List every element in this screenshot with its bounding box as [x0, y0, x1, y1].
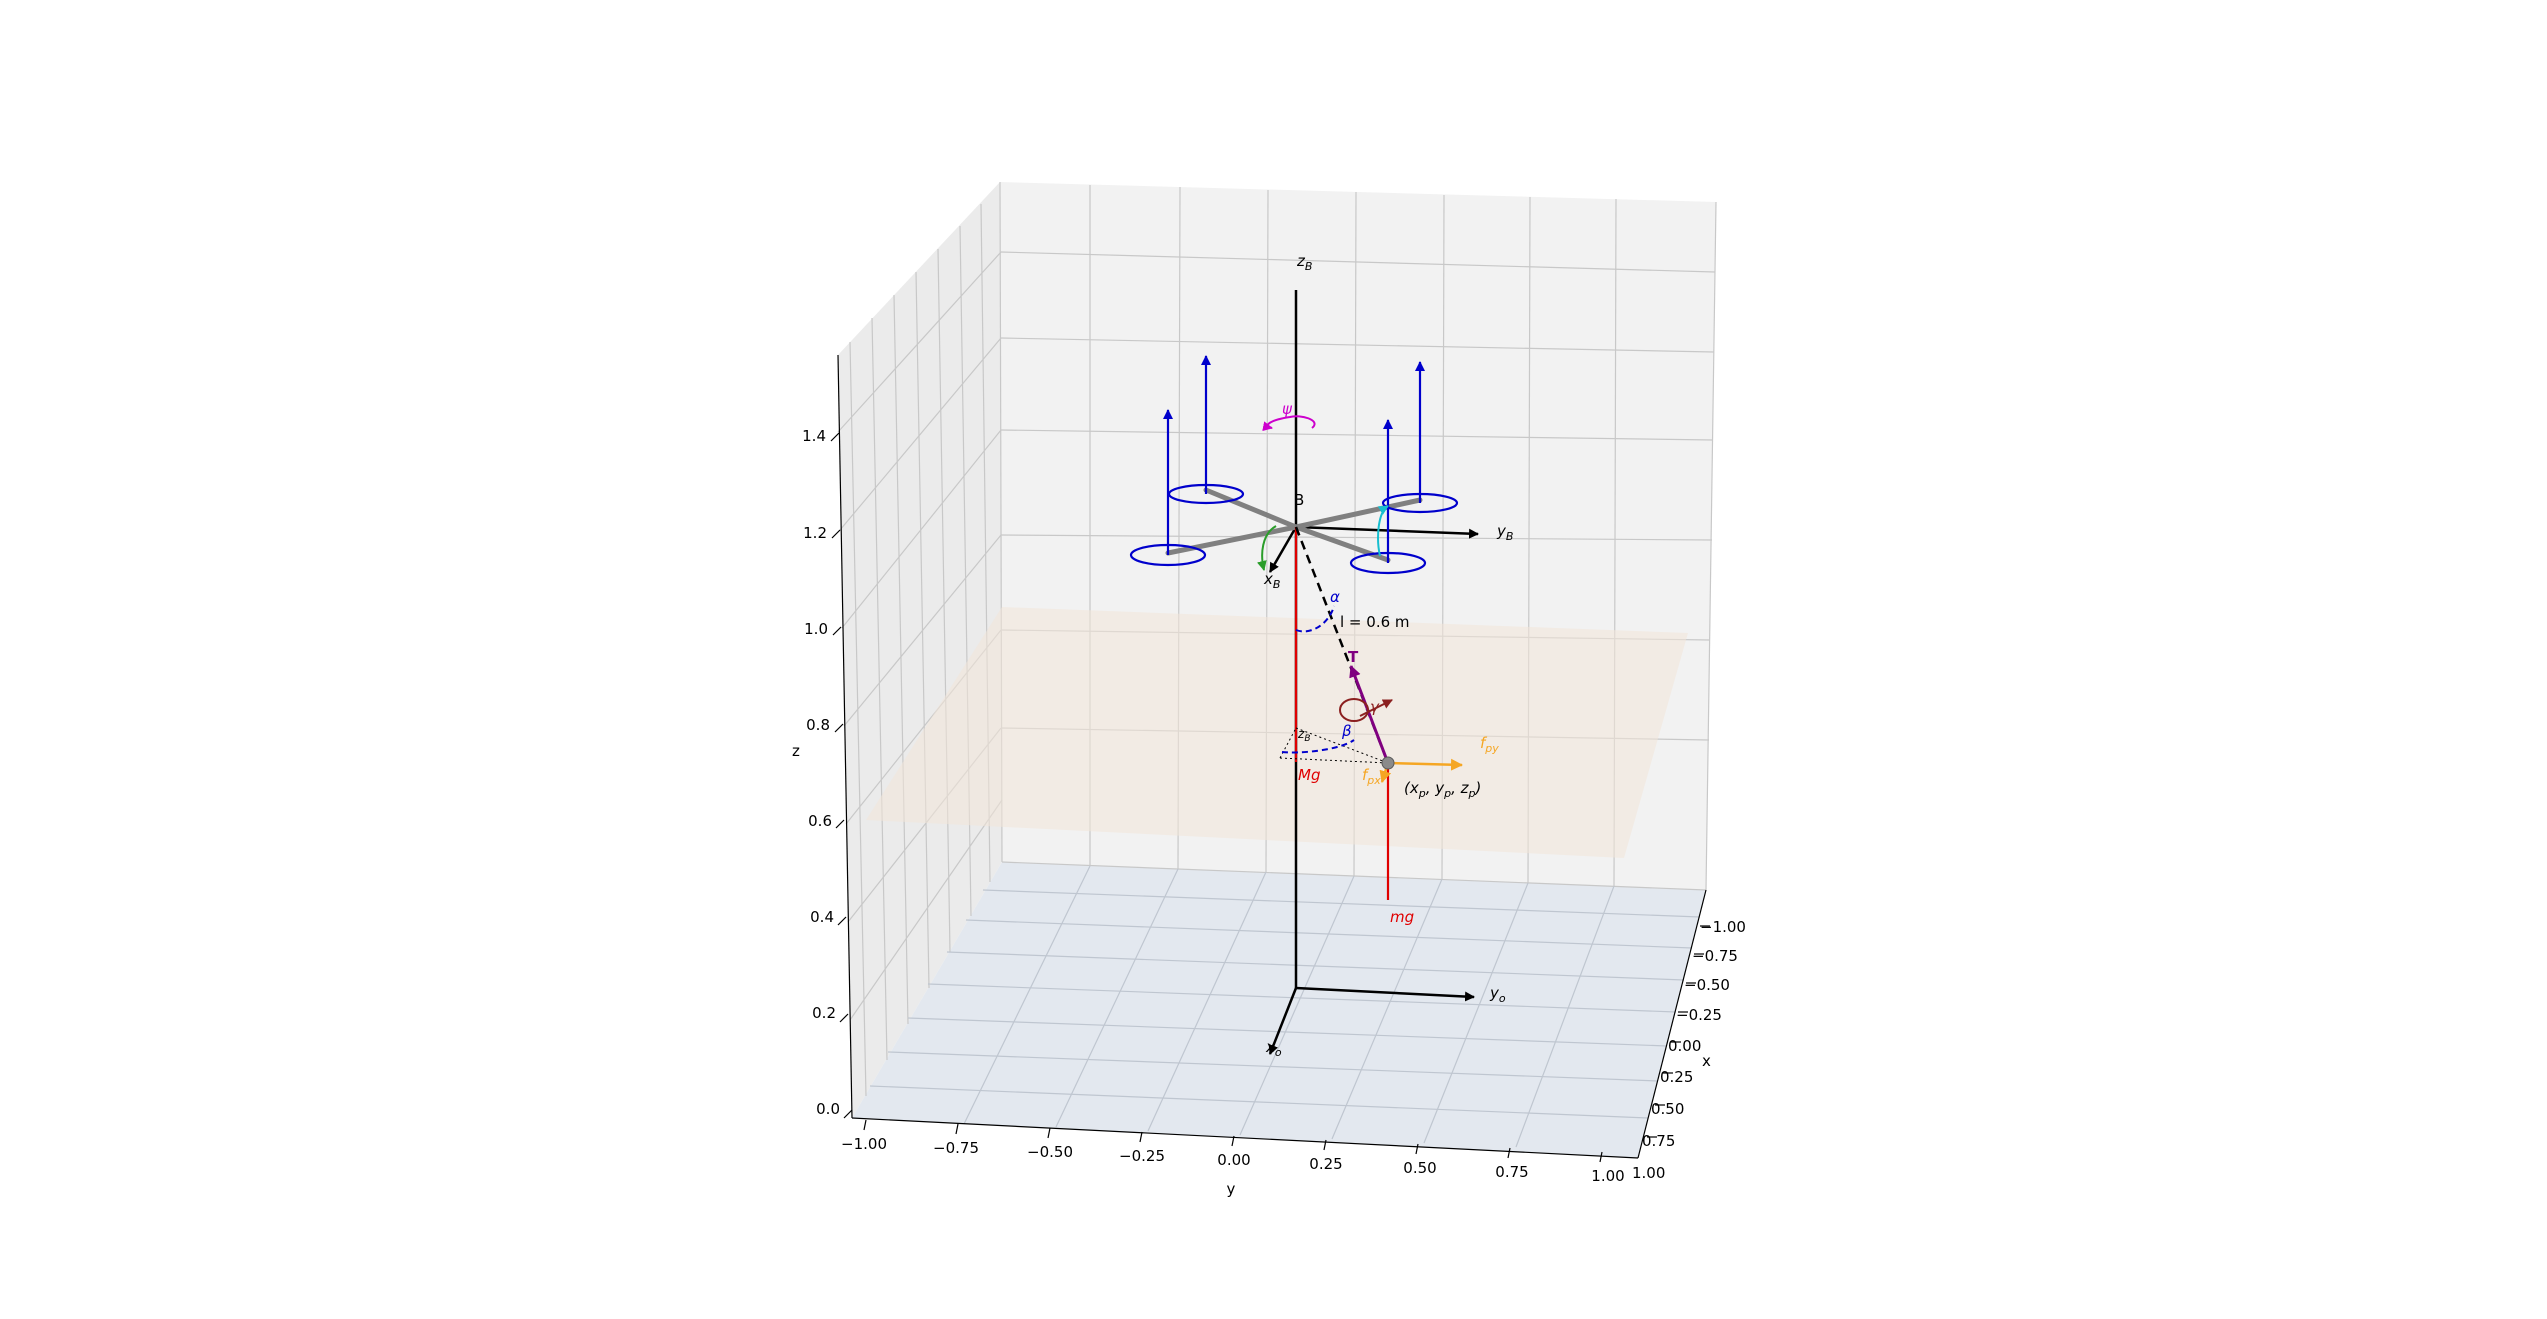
x-axis: −1.00 −0.75 −0.50 −0.25 0.00 0.25 0.50 0… — [1632, 889, 1746, 1182]
alpha-label: α — [1330, 588, 1340, 606]
y-axis: −1.00 −0.75 −0.50 −0.25 0.00 0.25 0.50 0… — [841, 1117, 1639, 1198]
y-tick-2: −0.50 — [1027, 1143, 1073, 1161]
z-tick-5: 1.0 — [804, 620, 828, 638]
beta-label: β — [1341, 722, 1352, 740]
arm-3 — [1165, 524, 1299, 556]
cable-length-label: l = 0.6 m — [1340, 613, 1410, 631]
y-tick-6: 0.50 — [1403, 1159, 1436, 1177]
x-tick-5: 0.25 — [1660, 1068, 1693, 1086]
body-x-arrow — [1268, 526, 1298, 573]
tension-arrow — [1349, 665, 1390, 764]
y-tick-7: 0.75 — [1495, 1163, 1528, 1181]
z-b-small-label: zB — [1297, 727, 1311, 744]
y-tick-0: −1.00 — [841, 1135, 887, 1153]
x-world-label: xo — [1265, 1038, 1282, 1059]
gamma-arrow — [1359, 699, 1393, 717]
x-tick-0: −1.00 — [1700, 918, 1746, 936]
payload-position-label: (xp, yp, zp) — [1404, 779, 1481, 800]
y-tick-3: −0.25 — [1119, 1147, 1165, 1165]
y-tick-5: 0.25 — [1309, 1155, 1342, 1173]
x-axis-label: x — [1702, 1052, 1711, 1070]
x-tick-6: 0.50 — [1651, 1100, 1684, 1118]
z-tick-4: 0.8 — [806, 716, 830, 734]
y-axis-line — [851, 1117, 1639, 1159]
pitch-indicator — [1377, 505, 1389, 557]
x-axis-line — [1637, 889, 1707, 1159]
x-tick-4: 0.00 — [1668, 1037, 1701, 1055]
z-tick-3: 0.6 — [808, 812, 832, 830]
y-world-label: yo — [1489, 984, 1506, 1005]
f-py-arrow — [1387, 758, 1463, 771]
roll-indicator — [1256, 525, 1277, 571]
z-tick-0: 0.0 — [816, 1100, 840, 1118]
z-tick-7: 1.4 — [802, 427, 826, 445]
gamma-loop — [1339, 698, 1369, 722]
payload-weight-label: mg — [1390, 908, 1414, 926]
z-tick-6: 1.2 — [803, 524, 827, 542]
arm-1 — [1203, 487, 1299, 530]
f-py-label: fpy — [1480, 734, 1499, 755]
f-px-label: fpx — [1362, 766, 1381, 787]
x-tick-1: −0.75 — [1692, 947, 1738, 965]
load-weight-label: Mg — [1298, 766, 1320, 784]
x-tick-8: 1.00 — [1632, 1164, 1665, 1182]
x-tick-7: 0.75 — [1642, 1132, 1675, 1150]
world-x-arrow — [1268, 987, 1298, 1055]
floor-grid — [869, 865, 1701, 1148]
x-tick-2: −0.50 — [1684, 976, 1730, 994]
beta-arc — [1281, 739, 1355, 754]
alpha-arc — [1295, 605, 1335, 633]
payload-mass — [1381, 756, 1395, 770]
z-axis-line — [837, 354, 853, 1119]
z-axis-label: z — [792, 742, 800, 760]
payload-height-plane — [866, 607, 1688, 858]
left-pane — [838, 182, 1002, 1118]
y-axis-label: y — [1227, 1180, 1236, 1198]
body-point-label: B — [1294, 491, 1304, 509]
rotors — [1129, 355, 1459, 575]
gamma-label: γ — [1370, 698, 1380, 716]
x-tick-3: −0.25 — [1676, 1006, 1722, 1024]
arm-2 — [1293, 497, 1423, 530]
floor-pane — [852, 862, 1706, 1158]
z-body-label: zB — [1296, 252, 1312, 273]
gamma-indicator: γ — [1339, 698, 1393, 722]
body-frame: zB yB xB B — [1263, 252, 1513, 591]
x-body-label: xB — [1263, 570, 1280, 591]
y-tick-8: 1.00 — [1591, 1167, 1624, 1185]
z-axis: 0.0 0.2 0.4 0.6 0.8 1.0 1.2 1.4 z — [792, 354, 853, 1119]
yaw-indicator: ψ — [1262, 400, 1316, 432]
y-body-label: yB — [1496, 522, 1513, 543]
z-tick-2: 0.4 — [810, 908, 834, 926]
y-tick-4: 0.00 — [1217, 1151, 1250, 1169]
y-tick-1: −0.75 — [933, 1139, 979, 1157]
yaw-label: ψ — [1282, 400, 1293, 418]
world-y-arrow — [1295, 986, 1475, 1002]
z-tick-1: 0.2 — [812, 1004, 836, 1022]
yaw-arc — [1262, 415, 1316, 432]
left-pane-grid — [837, 203, 1003, 1097]
tension-label: T — [1348, 648, 1359, 666]
